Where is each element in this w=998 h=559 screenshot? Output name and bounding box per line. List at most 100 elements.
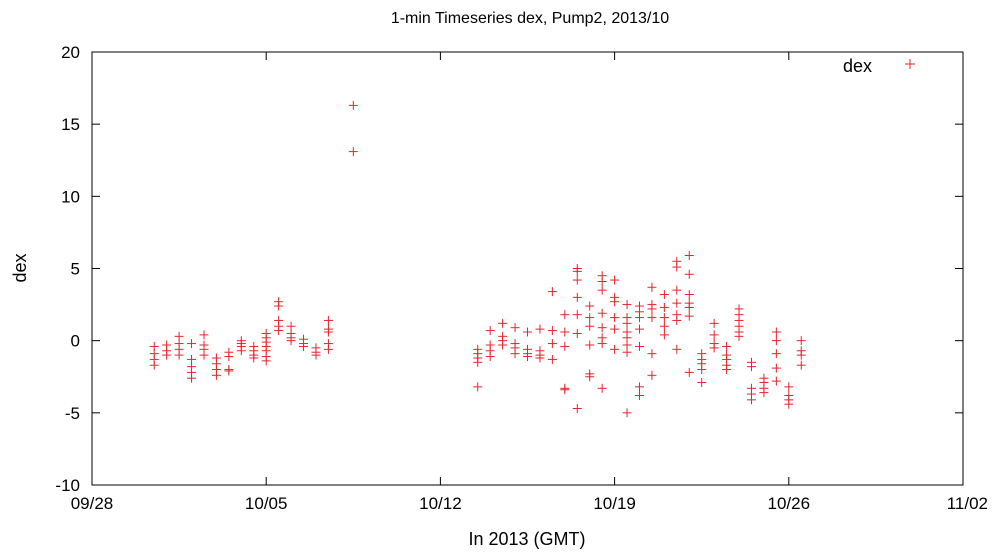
data-point — [796, 360, 806, 370]
data-point — [659, 302, 669, 312]
data-point — [249, 353, 259, 363]
data-point — [535, 324, 545, 334]
data-point — [684, 367, 694, 377]
data-point — [560, 327, 570, 337]
data-point — [323, 344, 333, 354]
data-point — [634, 313, 644, 323]
data-point — [771, 363, 781, 373]
data-point — [162, 350, 172, 360]
data-point — [722, 341, 732, 351]
legend-marker — [905, 59, 915, 69]
plot-frame — [91, 51, 964, 486]
y-tick-label: -5 — [65, 404, 80, 423]
data-point — [622, 318, 632, 328]
x-tick-label: 10/26 — [768, 494, 811, 513]
data-point — [510, 349, 520, 359]
data-point — [348, 100, 358, 110]
data-point — [746, 362, 756, 372]
data-point — [796, 350, 806, 360]
x-tick-label: 10/19 — [593, 494, 636, 513]
data-point — [149, 360, 159, 370]
data-point — [236, 346, 246, 356]
data-point — [498, 318, 508, 328]
data-point — [647, 313, 657, 323]
data-point — [560, 385, 570, 395]
data-point — [485, 326, 495, 336]
data-point — [771, 336, 781, 346]
data-point — [659, 313, 669, 323]
y-axis: -10 -5 0 5 10 15 20 — [55, 43, 963, 495]
data-point — [659, 330, 669, 340]
data-point — [610, 344, 620, 354]
data-point — [187, 339, 197, 349]
y-tick-label: 15 — [61, 115, 80, 134]
data-point — [560, 341, 570, 351]
data-point — [560, 310, 570, 320]
data-point — [746, 395, 756, 405]
data-point — [473, 357, 483, 367]
data-point — [709, 330, 719, 340]
data-point — [734, 331, 744, 341]
data-point — [174, 350, 184, 360]
data-point — [610, 275, 620, 285]
data-point — [510, 323, 520, 333]
data-point — [647, 282, 657, 292]
data-point — [274, 301, 284, 311]
data-point — [572, 275, 582, 285]
data-point — [597, 323, 607, 333]
data-point — [610, 313, 620, 323]
data-point — [547, 339, 557, 349]
data-point — [597, 285, 607, 295]
data-point — [634, 382, 644, 392]
data-point — [659, 289, 669, 299]
data-point — [722, 365, 732, 375]
y-tick-label: 10 — [61, 187, 80, 206]
data-point — [274, 326, 284, 336]
data-point — [585, 372, 595, 382]
data-point — [211, 370, 221, 380]
data-point — [684, 269, 694, 279]
data-point — [597, 339, 607, 349]
data-point — [187, 373, 197, 383]
data-point — [771, 349, 781, 359]
data-point — [672, 344, 682, 354]
data-point — [323, 327, 333, 337]
data-point — [672, 298, 682, 308]
chart-title: 1-min Timeseries dex, Pump2, 2013/10 — [391, 10, 669, 27]
data-point — [523, 352, 532, 362]
data-point — [585, 321, 595, 331]
data-point — [684, 302, 694, 312]
data-point — [709, 318, 719, 328]
data-point — [535, 353, 545, 363]
data-point — [697, 365, 707, 375]
data-point — [473, 382, 483, 392]
y-axis-label: dex — [10, 253, 30, 282]
data-point — [784, 382, 794, 392]
x-axis: 09/28 10/05 10/12 10/19 10/26 11/02 — [71, 52, 988, 513]
data-point — [572, 328, 582, 338]
data-point — [672, 315, 682, 325]
data-point — [498, 340, 508, 350]
x-tick-label: 10/12 — [419, 494, 462, 513]
data-point — [672, 262, 682, 272]
data-point — [634, 341, 644, 351]
data-point — [647, 370, 657, 380]
data-point — [572, 310, 582, 320]
data-point — [286, 336, 296, 346]
y-tick-label: 20 — [61, 43, 80, 62]
y-tick-label: -10 — [55, 476, 80, 495]
data-point — [659, 321, 669, 331]
data-point — [684, 289, 694, 299]
data-point — [697, 378, 707, 388]
data-point — [610, 297, 620, 307]
data-point — [771, 327, 781, 337]
data-point — [684, 251, 694, 261]
data-point — [759, 388, 769, 398]
data-point — [585, 313, 595, 323]
data-point — [224, 366, 234, 376]
x-axis-label: In 2013 (GMT) — [468, 529, 585, 549]
data-point — [199, 330, 209, 340]
data-point — [224, 352, 234, 362]
data-point — [485, 352, 495, 362]
